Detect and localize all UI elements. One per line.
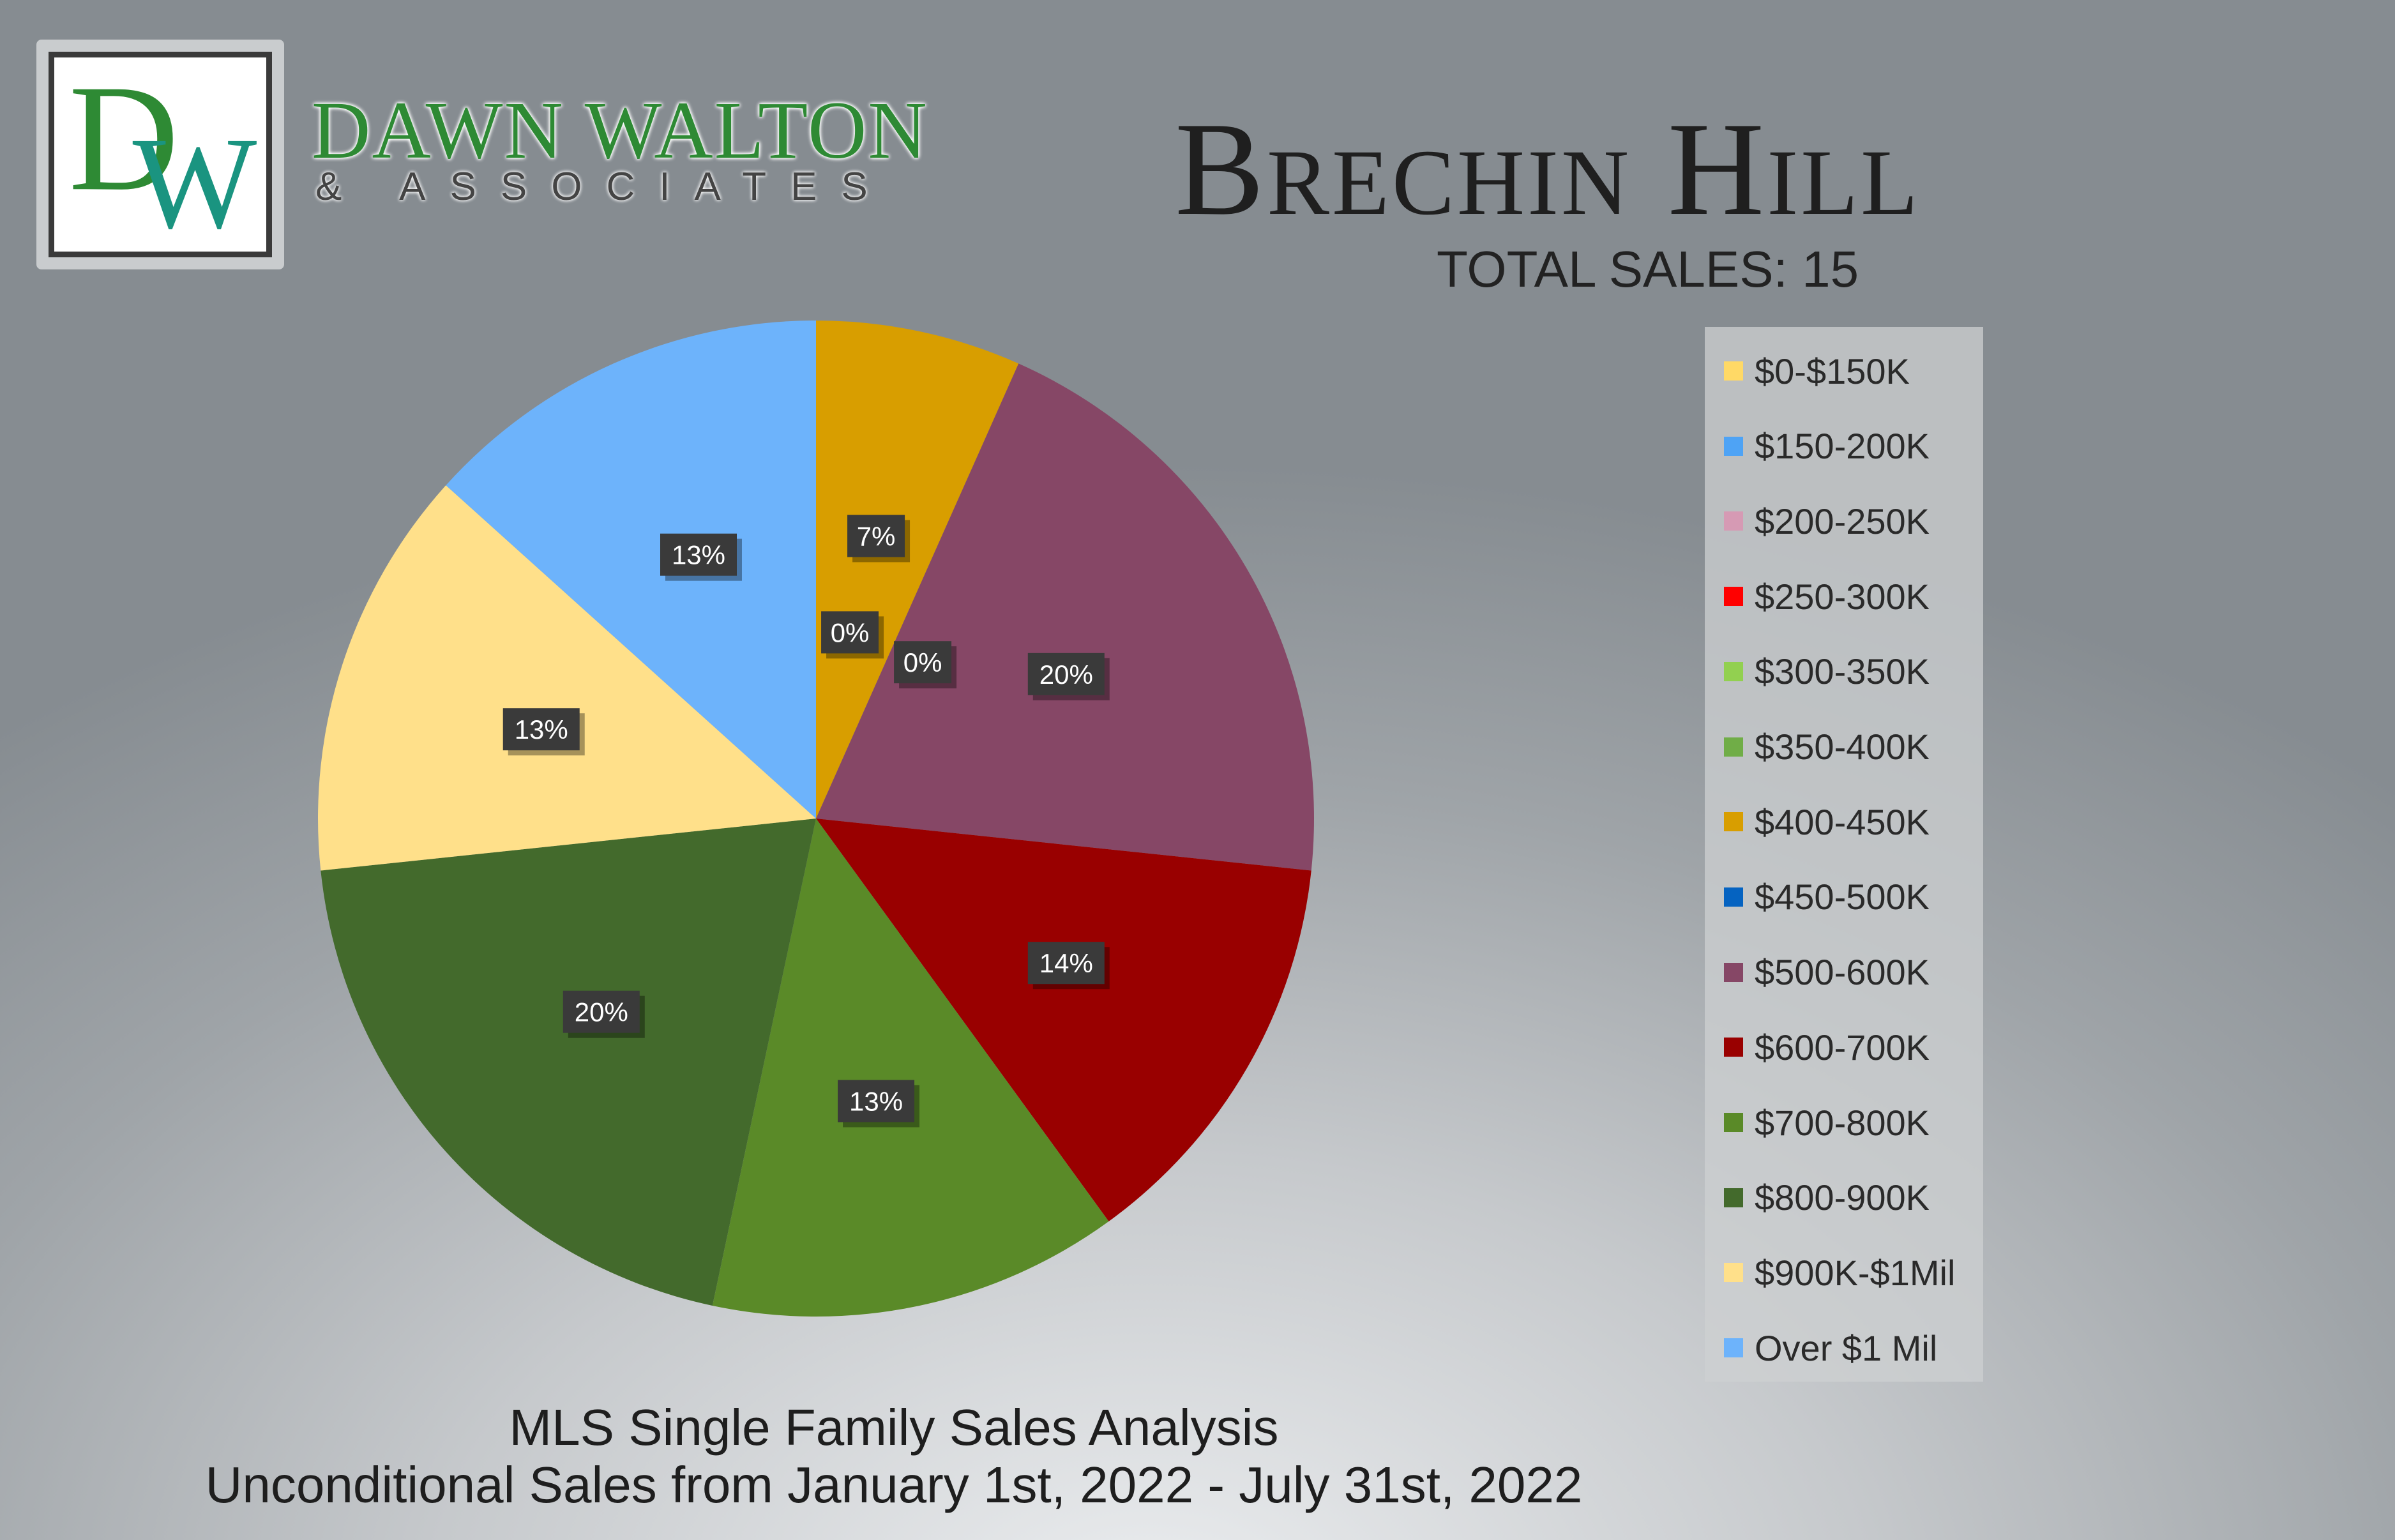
legend-item-250-300k: $250-300K xyxy=(1724,574,1930,619)
legend-swatch xyxy=(1724,587,1743,607)
footer-subtitle: Unconditional Sales from January 1st, 20… xyxy=(205,1456,1583,1513)
legend-swatch xyxy=(1724,1263,1743,1283)
legend-item-150-200k: $150-200K xyxy=(1724,424,1930,469)
logo-frame: D W xyxy=(49,52,272,257)
legend-item-500-600k: $500-600K xyxy=(1724,950,1930,995)
data-label-over-1-mil: 13% xyxy=(660,533,742,581)
legend-item-300-350k: $300-350K xyxy=(1724,649,1930,694)
svg-text:20%: 20% xyxy=(1039,660,1093,690)
svg-text:0%: 0% xyxy=(903,647,942,677)
footer-title: MLS Single Family Sales Analysis xyxy=(509,1399,1279,1456)
legend-swatch xyxy=(1724,361,1743,381)
legend-item-350-400k: $350-400K xyxy=(1724,725,1930,769)
legend-item-200-250k: $200-250K xyxy=(1724,499,1930,543)
data-label-800-900k: 20% xyxy=(563,990,645,1038)
svg-text:13%: 13% xyxy=(515,714,568,744)
svg-text:20%: 20% xyxy=(575,997,628,1027)
svg-text:13%: 13% xyxy=(672,540,725,570)
legend-item-900k-1mil: $900K-$1Mil xyxy=(1724,1250,1955,1295)
legend-label: $800-900K xyxy=(1755,1177,1930,1218)
legend-item-400-450k: $400-450K xyxy=(1724,799,1930,844)
svg-text:14%: 14% xyxy=(1039,948,1093,978)
logo-letter-w: W xyxy=(133,110,257,252)
legend-label: $600-700K xyxy=(1755,1027,1930,1068)
svg-text:0%: 0% xyxy=(831,617,870,647)
logo-letter-d: D xyxy=(69,57,179,222)
pie-slice-600-700k xyxy=(816,819,1311,1222)
brand-subtitle: & ASSOCIATES xyxy=(315,165,892,209)
data-label-400-450k: 7% xyxy=(847,515,910,562)
legend-label: $0-$150K xyxy=(1755,351,1910,391)
legend-item-450-500k: $450-500K xyxy=(1724,875,1930,919)
legend-swatch xyxy=(1724,887,1743,907)
legend-label: $450-500K xyxy=(1755,877,1930,917)
legend-swatch xyxy=(1724,661,1743,681)
data-label-900k-1mil: 13% xyxy=(502,708,585,756)
legend-label: Over $1 Mil xyxy=(1755,1327,1938,1368)
data-label-350-400k: 0% xyxy=(821,611,884,659)
legend-label: $400-450K xyxy=(1755,801,1930,842)
legend-swatch xyxy=(1724,1188,1743,1207)
legend-item-over-1-mil: Over $1 Mil xyxy=(1724,1325,1937,1370)
legend-label: $300-350K xyxy=(1755,651,1930,692)
legend-swatch xyxy=(1724,1113,1743,1132)
data-label-500-600k: 20% xyxy=(1027,653,1110,700)
chart-legend: $0-$150K $150-200K $200-250K $250-300K $300-… xyxy=(1705,327,1983,1382)
brand-name: DAWN WALTON xyxy=(312,85,928,176)
pie-slice-900k-1mil xyxy=(318,485,816,871)
legend-item-700-800k: $700-800K xyxy=(1724,1100,1930,1145)
legend-swatch xyxy=(1724,962,1743,982)
legend-swatch xyxy=(1724,511,1743,531)
data-label-450-500k: 0% xyxy=(894,641,957,689)
total-sales: TOTAL SALES: 15 xyxy=(1437,241,1859,298)
legend-label: $200-250K xyxy=(1755,501,1930,541)
legend-label: $150-200K xyxy=(1755,426,1930,467)
svg-text:7%: 7% xyxy=(857,521,896,551)
legend-label: $700-800K xyxy=(1755,1102,1930,1143)
logo-monogram: D W xyxy=(69,53,257,256)
pie-slice-400-450k xyxy=(816,321,1019,819)
data-label-600-700k: 14% xyxy=(1027,942,1110,990)
pie-slice-500-600k xyxy=(816,363,1314,871)
legend-label: $350-400K xyxy=(1755,727,1930,767)
legend-swatch xyxy=(1724,812,1743,832)
legend-label: $900K-$1Mil xyxy=(1755,1252,1956,1293)
page-title: Brechin Hill xyxy=(1175,95,1921,243)
pie-slices xyxy=(318,321,1314,1317)
pie-chart: 0% 7% 0% 20% 14% 13% 20% 13% 13% xyxy=(318,321,1314,1317)
svg-text:13%: 13% xyxy=(849,1087,903,1117)
legend-item-600-700k: $600-700K xyxy=(1724,1025,1930,1069)
data-label-700-800k: 13% xyxy=(838,1080,920,1128)
pie-slice-700-800k xyxy=(712,819,1109,1317)
legend-label: $500-600K xyxy=(1755,952,1930,993)
legend-swatch xyxy=(1724,737,1743,757)
pie-data-labels: 0% 7% 0% 20% 14% 13% 20% 13% 13% xyxy=(502,515,1110,1128)
legend-swatch xyxy=(1724,436,1743,456)
legend-swatch xyxy=(1724,1038,1743,1057)
legend-swatch xyxy=(1724,1338,1743,1358)
legend-item-0-150k: $0-$150K xyxy=(1724,349,1910,393)
legend-item-800-900k: $800-900K xyxy=(1724,1175,1930,1220)
logo: D W xyxy=(36,40,284,269)
pie-slice-over-1-mil xyxy=(446,321,816,819)
legend-label: $250-300K xyxy=(1755,576,1930,617)
pie-slice-800-900k xyxy=(321,819,816,1306)
